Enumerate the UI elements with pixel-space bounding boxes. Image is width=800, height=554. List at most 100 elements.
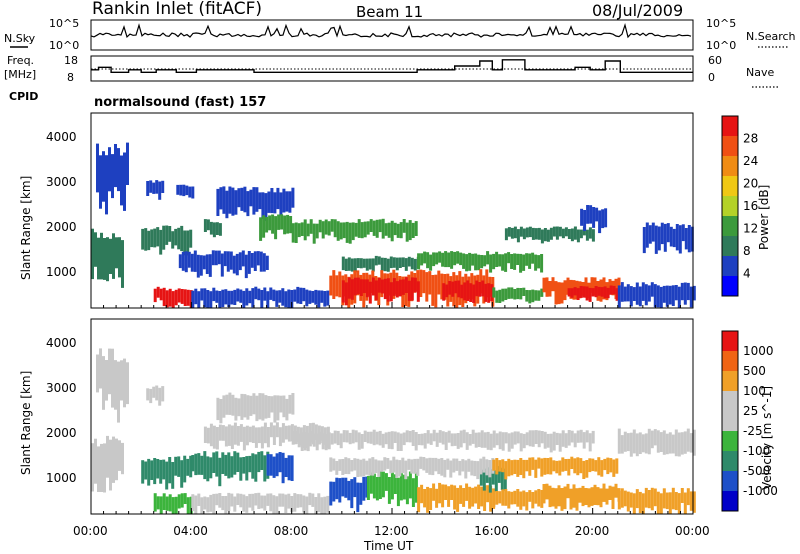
station-title: Rankin Inlet (fitACF) [92,0,262,19]
heatmap-cell [423,251,427,264]
heatmap-cell [481,280,485,297]
heatmap-cell [390,220,394,242]
heatmap-cell [374,255,378,266]
heatmap-cell [318,219,322,233]
heatmap-cell [507,227,511,237]
heatmap-cell [236,452,240,472]
time-tick-label: 16:00 [474,524,509,538]
heatmap-cell [552,431,556,451]
heatmap-cell [162,459,166,480]
heatmap-cell [638,491,642,514]
heatmap-cell [519,433,523,452]
heatmap-cell [333,430,337,444]
heatmap-cell [112,436,115,483]
heatmap-cell [159,229,163,255]
heatmap-cell [612,285,616,295]
heatmap-cell [374,280,378,301]
heatmap-cell [281,493,285,507]
heatmap-cell [264,193,268,221]
heatmap-cell [308,290,312,304]
heatmap-cell [396,223,400,238]
heatmap-cell [291,431,295,445]
heatmap-cell [290,496,294,513]
heatmap-cell [573,226,577,240]
heatmap-cell [404,258,408,271]
heatmap-cell [579,229,583,239]
heatmap-cell [647,285,651,302]
heatmap-cell [356,277,360,295]
heatmap-cell [257,288,261,301]
heatmap-cell [318,431,322,444]
heatmap-cell [384,223,388,236]
heatmap-cell [243,186,247,213]
heatmap-cell [244,254,248,279]
heatmap-cell [246,395,250,420]
heatmap-cell [327,432,331,450]
heatmap-cell [315,433,319,451]
nsky-label: N.Sky [4,32,36,45]
heatmap-cell [540,458,544,477]
freq-trace [91,59,693,74]
heatmap-cell [516,287,520,300]
heatmap-cell [303,431,307,451]
heatmap-cell [381,471,385,498]
heatmap-cell [467,458,471,472]
heatmap-cell [149,388,153,404]
heatmap-cell [678,225,682,254]
heatmap-cell [677,432,681,457]
heatmap-cell [221,289,225,308]
heatmap-cell [488,469,492,493]
heatmap-cell [588,433,592,452]
heatmap-cell [591,430,595,444]
heatmap-cell [476,461,480,480]
heatmap-cell [407,458,411,470]
heatmap-cell [542,484,546,504]
heatmap-cell [359,279,363,296]
heatmap-cell [603,458,607,471]
heatmap-cell [219,399,223,424]
heatmap-cell [671,487,675,510]
heatmap-cell [366,475,370,500]
heatmap-cell [425,272,429,302]
heatmap-cell [462,429,466,444]
heatmap-cell [183,493,187,504]
heatmap-cell [498,431,502,450]
heatmap-cell [650,487,654,511]
heatmap-cell [258,393,262,420]
heatmap-cell [591,229,595,242]
heatmap-cell [457,280,461,298]
heatmap-cell [471,429,475,444]
heatmap-cell [588,458,592,473]
heatmap-cell [293,493,297,512]
heatmap-cell [635,433,639,457]
heatmap-cell [542,277,546,293]
heatmap-cell [186,497,190,514]
heatmap-cell [200,288,204,301]
heatmap-cell [441,431,445,445]
heatmap-cell [189,229,193,248]
heatmap-cell [516,459,520,477]
heatmap-cell [209,494,213,512]
time-tick-label: 04:00 [173,524,208,538]
heatmap-cell [120,155,123,206]
heatmap-cell [216,188,220,216]
heatmap-cell [233,289,237,305]
colorbar-tick-label: 16 [743,199,758,213]
heatmap-cell [380,460,384,472]
heatmap-cell [387,222,391,238]
heatmap-cell [582,460,586,479]
heatmap-cell [383,257,387,272]
heatmap-cell [479,269,483,294]
heatmap-cell [260,290,264,308]
heatmap-cell [402,432,406,446]
heatmap-cell [534,254,538,271]
heatmap-cell [653,284,657,308]
heatmap-cell [638,432,642,454]
heatmap-cell [242,494,246,512]
heatmap-cell [531,457,535,470]
heatmap-cell [215,493,219,506]
heatmap-cell [626,491,630,512]
heatmap-cell [398,279,402,297]
heatmap-cell [294,222,298,243]
